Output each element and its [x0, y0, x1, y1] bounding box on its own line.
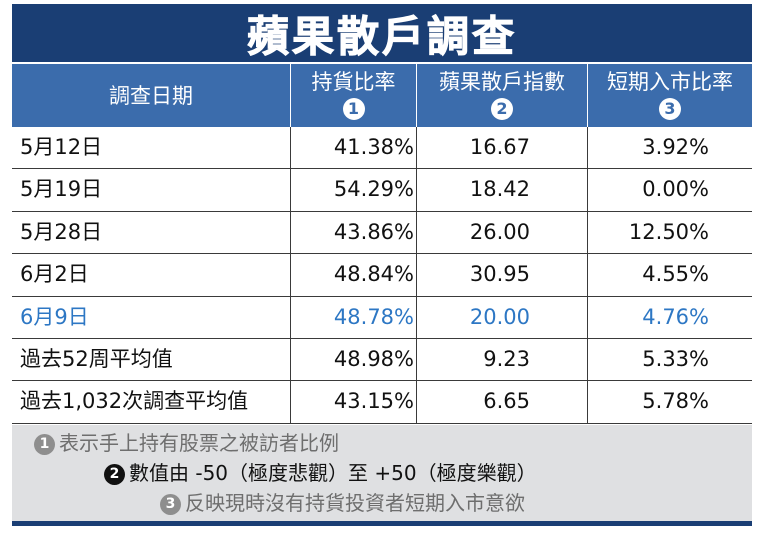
table-row: 5月12日 41.38% 16.67 3.92% [12, 127, 752, 170]
row-date: 過去52周平均值 [20, 347, 173, 371]
row-date: 5月28日 [20, 219, 103, 244]
header-divider [290, 64, 291, 127]
header-date-label: 調查日期 [109, 84, 193, 108]
row-entry: 0.00% [642, 177, 709, 202]
row-date: 5月19日 [20, 177, 103, 202]
page-title: 蘋果散戶調查 [246, 11, 517, 61]
row-holding: 48.84% [333, 262, 414, 287]
row-index: 30.95 [469, 262, 530, 287]
row-index: 18.42 [469, 177, 530, 202]
note-3-badge: 3 [659, 98, 681, 120]
footnote-2-badge: 2 [104, 464, 125, 485]
row-holding: 48.78% [333, 304, 414, 329]
row-holding: 43.86% [333, 219, 414, 244]
row-date: 6月2日 [20, 262, 89, 287]
table-row: 5月19日 54.29% 18.42 0.00% [12, 169, 752, 212]
row-holding: 43.15% [333, 389, 414, 414]
row-holding: 48.98% [333, 347, 414, 371]
row-date: 5月12日 [20, 135, 103, 159]
column-divider [587, 127, 588, 424]
table-row: 過去52周平均值 48.98% 9.23 5.33% [12, 339, 752, 382]
footnote-3-badge: 3 [160, 494, 181, 515]
row-index: 26.00 [469, 219, 530, 244]
table-row: 過去1,032次調查平均值 43.15% 6.65 5.78% [12, 381, 752, 424]
column-divider [290, 127, 291, 424]
footnote-3-text: 反映現時沒有持貨投資者短期入市意欲 [185, 491, 525, 515]
footnotes: 1 表示手上持有股票之被訪者比例 2 數值由 -50（極度悲觀）至 +50（極度樂觀… [12, 425, 752, 521]
header-divider [587, 64, 588, 127]
note-1-badge: 1 [342, 98, 365, 120]
row-index: 9.23 [483, 347, 530, 371]
row-entry: 4.76% [642, 304, 709, 329]
survey-table: 蘋果散戶調查 調查日期 持貨比率 1 蘋果散戶指數 2 短期入市比率 3 5月1… [12, 4, 752, 526]
header-holding: 持貨比率 1 [291, 64, 416, 127]
title-bar: 蘋果散戶調查 [12, 4, 752, 62]
footnote-1-text: 表示手上持有股票之被訪者比例 [59, 431, 339, 455]
bottom-bar [12, 521, 752, 526]
row-entry: 5.78% [642, 389, 709, 414]
header-divider [416, 64, 417, 127]
footnote-1-badge: 1 [34, 434, 55, 455]
table-row: 5月28日 43.86% 26.00 12.50% [12, 211, 752, 255]
footnote-2: 2 數值由 -50（極度悲觀）至 +50（極度樂觀） [104, 459, 537, 487]
note-2-badge: 2 [491, 98, 513, 120]
table-row: 6月2日 48.84% 30.95 4.55% [12, 254, 752, 297]
column-divider [416, 127, 417, 424]
header-holding-label: 持貨比率 [311, 70, 396, 94]
table-header: 調查日期 持貨比率 1 蘋果散戶指數 2 短期入市比率 3 [12, 64, 752, 127]
header-date: 調查日期 [12, 64, 290, 127]
row-date: 6月9日 [20, 304, 89, 329]
row-index: 16.67 [469, 135, 530, 159]
footnote-2-text: 數值由 -50（極度悲觀）至 +50（極度樂觀） [129, 461, 537, 485]
row-entry: 4.55% [642, 262, 709, 287]
footnote-1: 1 表示手上持有股票之被訪者比例 [34, 429, 339, 457]
row-date: 過去1,032次調查平均值 [20, 389, 249, 414]
row-index: 20.00 [469, 304, 530, 329]
footnote-3: 3 反映現時沒有持貨投資者短期入市意欲 [160, 489, 525, 517]
row-entry: 5.33% [642, 347, 709, 371]
header-entry: 短期入市比率 3 [588, 64, 752, 127]
header-index: 蘋果散戶指數 2 [417, 64, 587, 127]
table-row: 6月9日 48.78% 20.00 4.76% [12, 296, 752, 339]
row-index: 6.65 [483, 389, 530, 414]
row-entry: 12.50% [628, 219, 709, 244]
row-holding: 54.29% [333, 177, 414, 202]
header-index-label: 蘋果散戶指數 [439, 70, 565, 94]
row-holding: 41.38% [333, 135, 414, 159]
header-entry-label: 短期入市比率 [607, 70, 733, 94]
row-entry: 3.92% [642, 135, 709, 159]
